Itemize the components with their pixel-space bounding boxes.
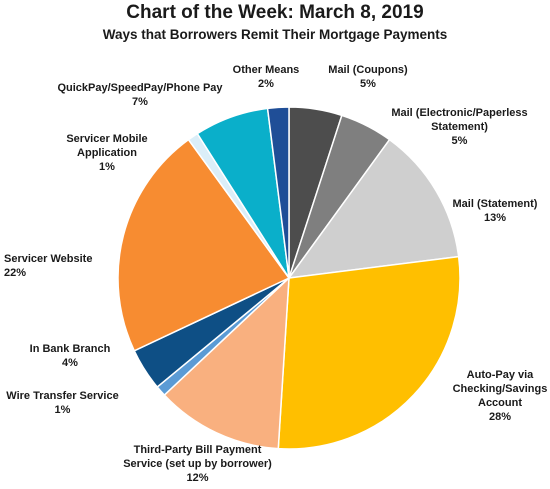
chart-subtitle: Ways that Borrowers Remit Their Mortgage… [102,27,448,42]
pie-slice-4 [163,276,290,450]
label-mail-coupons: Mail (Coupons) 5% [328,64,408,90]
label-servicer-website: Servicer Website 22% [4,253,93,279]
label-wire-transfer: Wire Transfer Service 1% [6,390,119,416]
chart-title: Chart of the Week: March 8, 2019 [126,2,424,23]
label-auto-pay: Auto-Pay via Checking/Savings Account 28… [452,369,548,423]
label-quickpay: QuickPay/SpeedPay/Phone Pay 7% [57,82,223,108]
pie-slice-3 [277,255,461,450]
pie-slice-10 [266,106,290,279]
label-mail-statement: Mail (Statement) 13% [452,198,538,224]
label-servicer-mobile: Servicer Mobile Application 1% [66,133,148,173]
label-bank-branch: In Bank Branch 4% [29,343,111,369]
pie-slice-7 [117,138,291,352]
pie-slice-2 [287,138,460,279]
label-mail-electronic: Mail (Electronic/Paperless Statement) 5% [391,107,528,147]
label-other-means: Other Means 2% [232,64,300,90]
label-third-party: Third-Party Bill Payment Service (set up… [123,444,272,484]
